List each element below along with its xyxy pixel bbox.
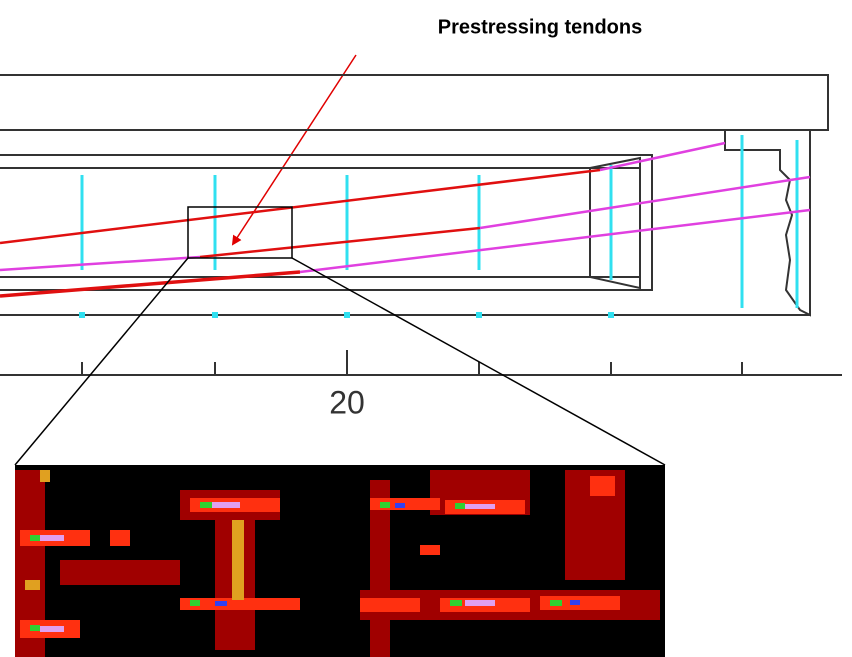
axis (0, 350, 842, 376)
beam-outline (0, 74, 829, 317)
axis-tick-label: 20 (329, 384, 365, 420)
zoom-line (291, 257, 666, 466)
annotation-label: Prestressing tendons (438, 16, 643, 38)
scan-image (15, 465, 665, 657)
tendons (0, 141, 811, 298)
stirrup-dots (79, 312, 614, 318)
annotation-arrow (231, 54, 357, 246)
zoom-box (187, 206, 293, 259)
stirrups (80, 135, 799, 308)
zoom-line (14, 257, 189, 466)
